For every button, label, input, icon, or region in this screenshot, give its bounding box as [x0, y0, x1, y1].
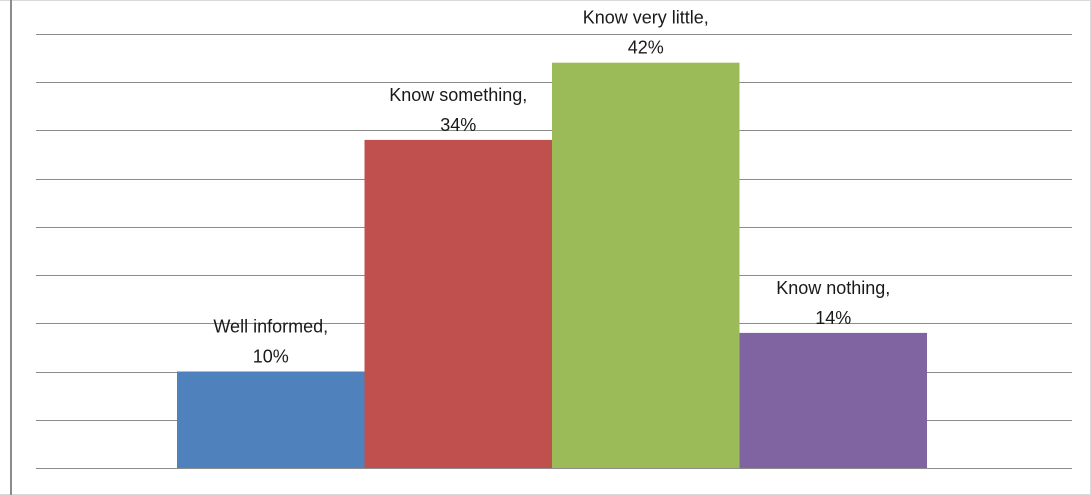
- data-labels: Well informed, 10% Know something, 34% Know …: [213, 8, 890, 367]
- data-label-know-nothing-value: 14%: [815, 308, 851, 328]
- data-label-know-very-little-value: 42%: [628, 38, 664, 58]
- data-label-well-informed-category: Well informed,: [213, 317, 328, 337]
- data-label-know-something-category: Know something,: [389, 85, 527, 105]
- chart-left-border: [10, 0, 12, 495]
- bar-know-very-little: [552, 62, 740, 468]
- bar-know-nothing: [739, 332, 927, 468]
- bar-know-something: [364, 139, 552, 468]
- data-label-know-something-value: 34%: [440, 115, 476, 135]
- data-label-well-informed-value: 10%: [253, 347, 289, 367]
- bar-well-informed: [177, 371, 365, 468]
- bars: [177, 62, 927, 468]
- data-label-know-nothing-category: Know nothing,: [776, 278, 890, 298]
- data-label-know-very-little-category: Know very little,: [583, 8, 709, 28]
